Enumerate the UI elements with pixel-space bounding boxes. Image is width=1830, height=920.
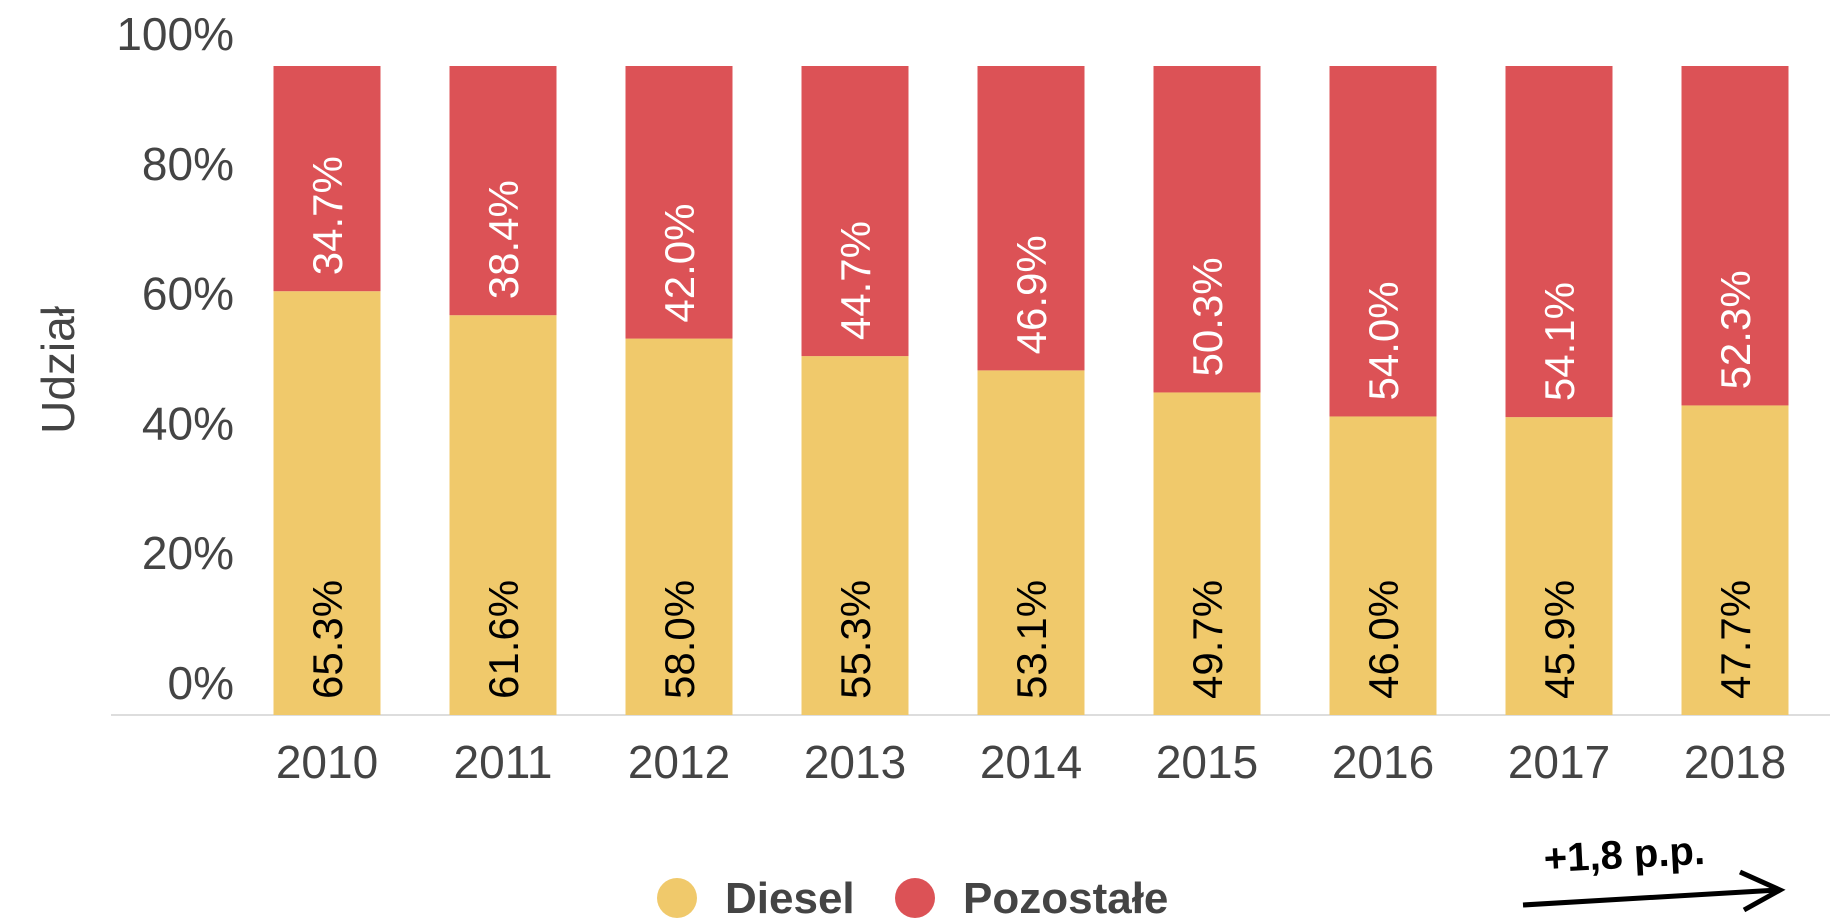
- x-tick-label: 2012: [628, 736, 730, 788]
- x-tick-label: 2018: [1684, 736, 1786, 788]
- bar-segment: [1681, 66, 1789, 406]
- x-tick-label: 2014: [980, 736, 1082, 788]
- data-label: 46.9%: [1008, 235, 1055, 354]
- x-tick-label: 2015: [1156, 736, 1258, 788]
- data-label: 50.3%: [1184, 257, 1231, 376]
- bar-segment: [273, 66, 381, 292]
- bar-segment: [273, 291, 381, 715]
- bar-segment: [1153, 66, 1261, 393]
- x-tick-label: 2017: [1508, 736, 1610, 788]
- y-axis-label: Udział: [32, 306, 84, 434]
- bar-segment: [449, 66, 557, 316]
- data-label: 61.6%: [480, 580, 527, 699]
- data-label: 45.9%: [1536, 580, 1583, 699]
- data-label: 42.0%: [656, 203, 703, 322]
- bar-segment: [977, 370, 1085, 715]
- bar-segment: [1329, 416, 1437, 715]
- x-tick-label: 2010: [276, 736, 378, 788]
- bar-segment: [801, 66, 909, 357]
- y-tick-label: 100%: [116, 8, 234, 60]
- bar-segment: [977, 66, 1085, 371]
- data-label: 52.3%: [1712, 270, 1759, 389]
- bar-segment: [625, 338, 733, 715]
- bar-segment: [1505, 417, 1613, 715]
- bar-segment: [1329, 66, 1437, 417]
- data-label: 65.3%: [304, 580, 351, 699]
- y-tick-label: 0%: [168, 657, 234, 709]
- annotation-arrow: [1522, 869, 1786, 913]
- data-label: 44.7%: [832, 221, 879, 340]
- data-label: 46.0%: [1360, 580, 1407, 699]
- y-tick-label: 40%: [142, 397, 234, 449]
- data-label: 58.0%: [656, 580, 703, 699]
- data-label: 54.1%: [1536, 282, 1583, 401]
- bar-segment: [1153, 392, 1261, 715]
- bar-segment: [625, 66, 733, 339]
- data-label: 47.7%: [1712, 580, 1759, 699]
- data-label: 54.0%: [1360, 281, 1407, 400]
- data-label: 49.7%: [1184, 580, 1231, 699]
- y-tick-label: 20%: [142, 527, 234, 579]
- annotation: +1,8 p.p.: [1543, 829, 1706, 881]
- bar-segment: [449, 315, 557, 715]
- x-tick-label: 2013: [804, 736, 906, 788]
- data-label: 53.1%: [1008, 580, 1055, 699]
- x-tick-label: 2016: [1332, 736, 1434, 788]
- data-label: 34.7%: [304, 156, 351, 275]
- bar-segment: [1681, 405, 1789, 715]
- data-label: 55.3%: [832, 580, 879, 699]
- legend-label: Pozostałe: [963, 874, 1168, 920]
- data-label: 38.4%: [480, 180, 527, 299]
- bar-segment: [1505, 66, 1613, 418]
- x-tick-label: 2011: [454, 736, 553, 788]
- bar-segment: [801, 356, 909, 715]
- legend-swatch: [657, 878, 697, 918]
- legend-label: Diesel: [725, 874, 855, 920]
- y-tick-label: 60%: [142, 268, 234, 320]
- legend-swatch: [895, 878, 935, 918]
- y-tick-label: 80%: [142, 138, 234, 190]
